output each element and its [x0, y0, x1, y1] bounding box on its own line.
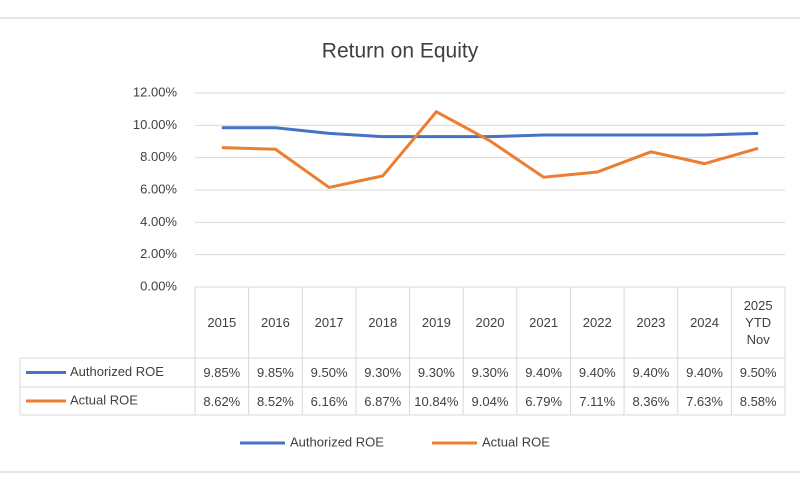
x-tick-label: 2023: [636, 315, 666, 330]
y-tick-label: 4.00%: [140, 214, 177, 229]
chart-title: Return on Equity: [322, 40, 479, 63]
data-label: 8.62%: [203, 393, 241, 409]
data-label: 10.84%: [414, 393, 459, 409]
data-label: 8.52%: [257, 393, 294, 409]
x-tick-label: 2020: [475, 315, 505, 330]
data-label: 7.63%: [686, 393, 723, 409]
y-tick-label: 12.00%: [133, 84, 178, 99]
x-tick-label: 2019: [421, 315, 451, 330]
data-label: 9.30%: [364, 365, 402, 380]
data-label: 9.85%: [203, 365, 241, 380]
data-label: 8.58%: [739, 393, 777, 409]
x-tick-label: 2022: [582, 315, 612, 330]
x-tick-label: 2015: [207, 315, 237, 330]
data-label: 9.40%: [578, 365, 616, 380]
data-label: 9.04%: [471, 393, 509, 409]
data-label: 9.85%: [257, 365, 294, 380]
data-label: 9.40%: [686, 365, 723, 380]
x-tick-label: 2017: [314, 315, 344, 330]
data-label: 8.36%: [632, 393, 670, 409]
data-label: 6.87%: [364, 393, 402, 409]
y-tick-label: 0.00%: [140, 278, 177, 293]
x-tick-label: 2025 YTD Nov: [743, 298, 773, 347]
x-tick-label: 2021: [529, 315, 559, 330]
legend-label: Authorized ROE: [290, 434, 384, 449]
data-label: 9.30%: [417, 365, 455, 380]
data-label: 9.50%: [739, 365, 777, 380]
y-tick-label: 8.00%: [140, 149, 177, 164]
data-label: 9.50%: [310, 365, 348, 380]
x-tick-label: 2018: [368, 315, 398, 330]
data-label: 6.16%: [310, 393, 348, 409]
data-label: 6.79%: [525, 393, 563, 409]
data-label: 9.30%: [471, 365, 509, 380]
y-tick-label: 10.00%: [133, 117, 178, 132]
series-line: [221, 109, 759, 190]
legend-label: Actual ROE: [482, 434, 550, 449]
y-tick-label: 2.00%: [140, 246, 177, 261]
data-label: 9.40%: [632, 365, 670, 380]
data-label: 7.11%: [579, 393, 616, 409]
x-tick-label: 2016: [260, 315, 290, 330]
row-label: Actual ROE: [70, 392, 138, 407]
data-label: 9.40%: [525, 365, 563, 380]
y-tick-label: 6.00%: [140, 181, 177, 196]
row-label: Authorized ROE: [70, 364, 164, 379]
series-line: [221, 126, 759, 139]
x-tick-label: 2024: [690, 315, 719, 330]
